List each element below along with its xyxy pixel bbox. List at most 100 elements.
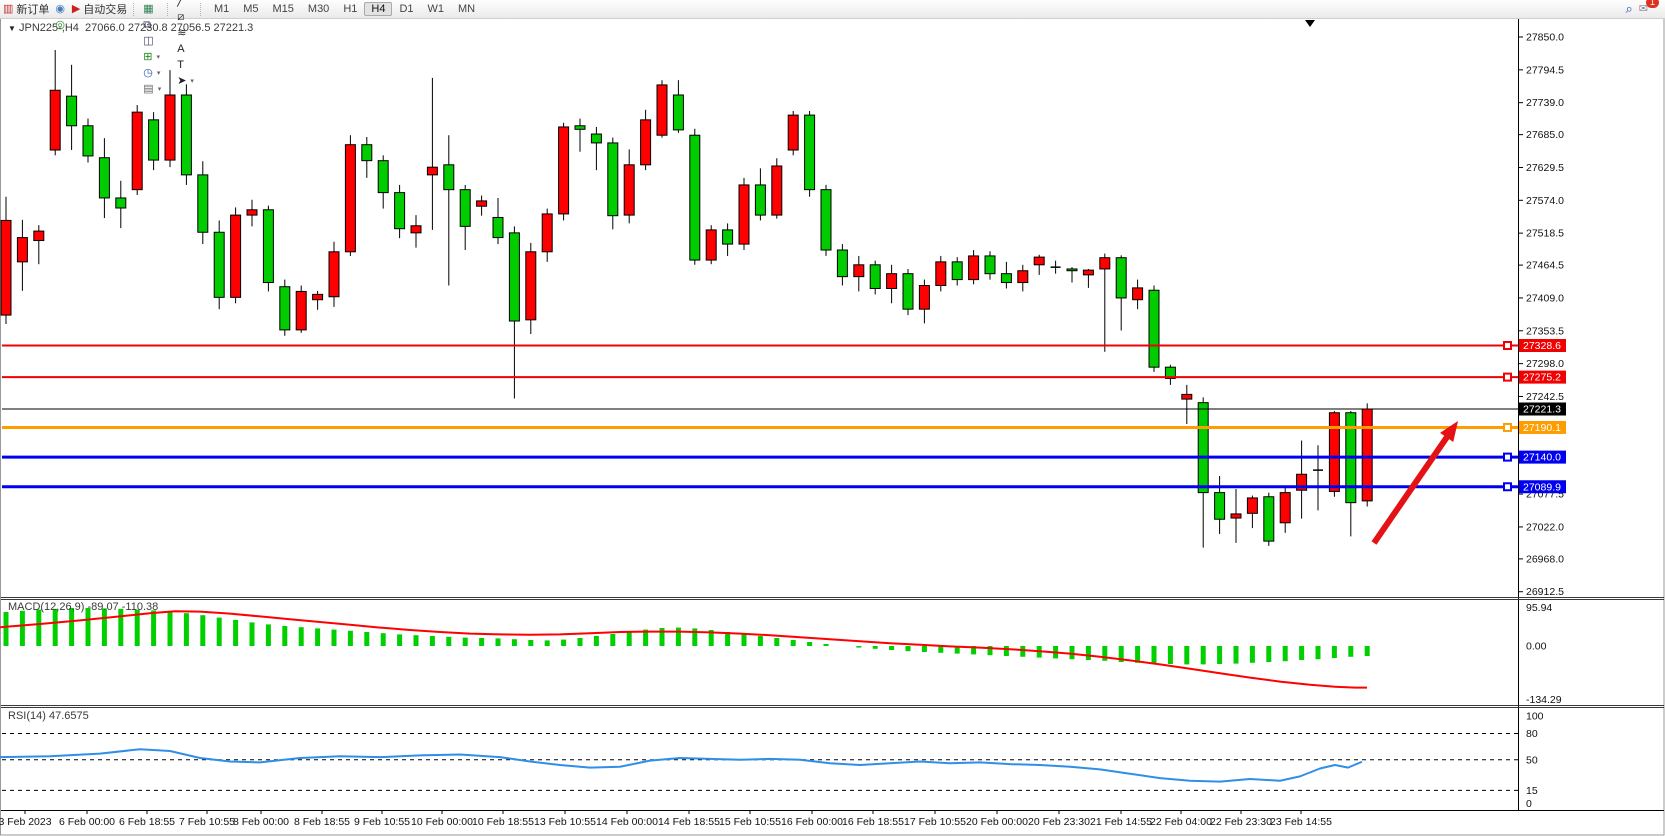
periods-icon: ◷ [143, 67, 153, 79]
candle-body [1082, 269, 1094, 276]
timeframe-d1[interactable]: D1 [399, 2, 414, 15]
add-indicator-button[interactable]: ⊞ ▾ [140, 49, 164, 65]
price-line-badge [1519, 370, 1566, 384]
time-axis-label: 14 Feb 00:00 [596, 816, 658, 828]
toolbar-grip [133, 2, 137, 16]
price-line-badge-label: 27190.1 [1523, 422, 1561, 434]
auto-trading-button[interactable]: ▶ 自动交易 [69, 1, 130, 17]
macd-scale-label: 0.00 [1526, 641, 1547, 653]
candle-body [230, 214, 242, 298]
candle-body [836, 249, 848, 278]
candle-body [1214, 492, 1226, 520]
time-axis-label: 22 Feb 04:00 [1150, 816, 1212, 828]
time-axis-label: 7 Feb 10:55 [179, 816, 235, 828]
candle-body [312, 293, 324, 301]
candle-body [1099, 257, 1111, 270]
time-axis-label: 10 Feb 18:55 [472, 816, 534, 828]
candle-body [968, 255, 980, 281]
timeframe-h1[interactable]: H1 [343, 2, 358, 15]
channel-button[interactable]: ⧄ [174, 9, 197, 25]
macd-scale-label: 95.94 [1526, 602, 1552, 614]
trendline-button[interactable]: ╱ [174, 0, 197, 9]
label-icon: T [177, 59, 184, 71]
candle-body [656, 84, 668, 136]
price-line-badge-label: 27140.0 [1523, 452, 1561, 464]
candle-body [722, 229, 734, 245]
candle-body [1181, 393, 1193, 400]
chevron-down-icon[interactable]: ▾ [190, 78, 194, 85]
toolbar-grip [167, 2, 171, 16]
timeframe-w1[interactable]: W1 [427, 2, 445, 15]
symbol-dropdown-icon[interactable]: ▼ [8, 24, 16, 33]
timeframe-mn[interactable]: MN [458, 2, 476, 15]
fibonacci-button[interactable]: ≋ [174, 25, 197, 41]
candle-body [1328, 412, 1340, 492]
candle-body [607, 142, 619, 217]
price-line-badge [1519, 339, 1566, 353]
line-handle[interactable] [1503, 341, 1512, 351]
market-watch-button[interactable]: ◎ [52, 17, 68, 33]
line-handle[interactable] [1503, 422, 1512, 432]
candle-body [640, 119, 652, 166]
chart-title[interactable]: ▼ JPN225-,H4 27066.0 27230.8 27056.5 272… [8, 22, 253, 34]
price-line-badge-label: 27089.9 [1523, 481, 1561, 493]
candle-body [295, 290, 307, 331]
candle-body [262, 209, 274, 284]
candle-body [82, 125, 94, 157]
timeframe-m1[interactable]: M1 [213, 2, 230, 15]
profiles-button[interactable]: ◉ [52, 1, 68, 17]
line-handle[interactable] [1503, 452, 1512, 462]
market-watch-icon: ◎ [55, 19, 66, 31]
candle-body [705, 229, 717, 261]
candle-body [1230, 513, 1242, 519]
candle-body [213, 231, 225, 298]
time-axis-label: 23 Feb 14:55 [1270, 816, 1332, 828]
macd-signal-value: -110.38 [121, 601, 159, 613]
templates-button[interactable]: ▤ ▾ [140, 81, 164, 97]
text-button[interactable]: A [174, 41, 197, 57]
chevron-down-icon[interactable]: ▾ [157, 86, 162, 93]
time-axis-label: 16 Feb 00:00 [781, 816, 843, 828]
periods-button[interactable]: ◷ ▾ [140, 65, 164, 81]
candle-body [558, 126, 570, 215]
timeframe-h4[interactable]: H4 [364, 1, 393, 16]
time-axis-label: 22 Feb 23:30 [1210, 816, 1272, 828]
tile-windows-button[interactable]: ▦ [140, 1, 164, 17]
time-axis-label: 15 Feb 10:55 [719, 816, 781, 828]
rsi-label: RSI(14) 47.6575 [8, 710, 89, 722]
line-handle[interactable] [1503, 482, 1512, 492]
shift-chart-button[interactable]: ◫ [140, 33, 164, 49]
label-button[interactable]: T [174, 57, 197, 73]
timeframe-m5[interactable]: M5 [243, 2, 259, 15]
candle-body [98, 157, 110, 199]
chart-shift-marker [1305, 20, 1315, 27]
fibonacci-icon: ≋ [177, 27, 187, 39]
price-tick-label: 27298.0 [1526, 358, 1564, 370]
chevron-down-icon[interactable]: ▾ [156, 54, 161, 61]
profiles-icon: ◉ [55, 3, 66, 15]
price-tick-label: 27242.5 [1526, 391, 1564, 403]
chat-button[interactable]: ✉ 1 [1636, 0, 1659, 17]
candle-body [590, 133, 602, 144]
candle-body [131, 111, 143, 191]
add-indicator-icon: ⊞ [143, 51, 153, 63]
candle-body [984, 255, 996, 275]
price-tick-label: 27409.0 [1526, 292, 1564, 304]
candle-body [902, 273, 914, 310]
line-handle[interactable] [1503, 372, 1512, 382]
candle-body [0, 219, 12, 316]
time-axis-label: 17 Feb 10:55 [904, 816, 966, 828]
timeframe-m30[interactable]: M30 [307, 2, 330, 15]
new-order-button[interactable]: ▥ 新订单 [0, 1, 52, 17]
timeframe-group: M1 M5 M15 M30 H1 H4 D1 W1 MN [207, 1, 482, 17]
candle-body [148, 119, 160, 161]
timeframe-m15[interactable]: M15 [272, 2, 294, 15]
text-icon: A [177, 43, 185, 55]
search-button[interactable]: ⌕ [1623, 1, 1636, 17]
price-tick-label: 27518.5 [1526, 228, 1564, 240]
chevron-down-icon[interactable]: ▾ [156, 70, 161, 77]
shapes-button[interactable]: ➤ ▾ [174, 73, 197, 89]
arrange-charts-button[interactable]: ⧉ [140, 17, 164, 33]
time-axis-label: 10 Feb 00:00 [411, 816, 473, 828]
